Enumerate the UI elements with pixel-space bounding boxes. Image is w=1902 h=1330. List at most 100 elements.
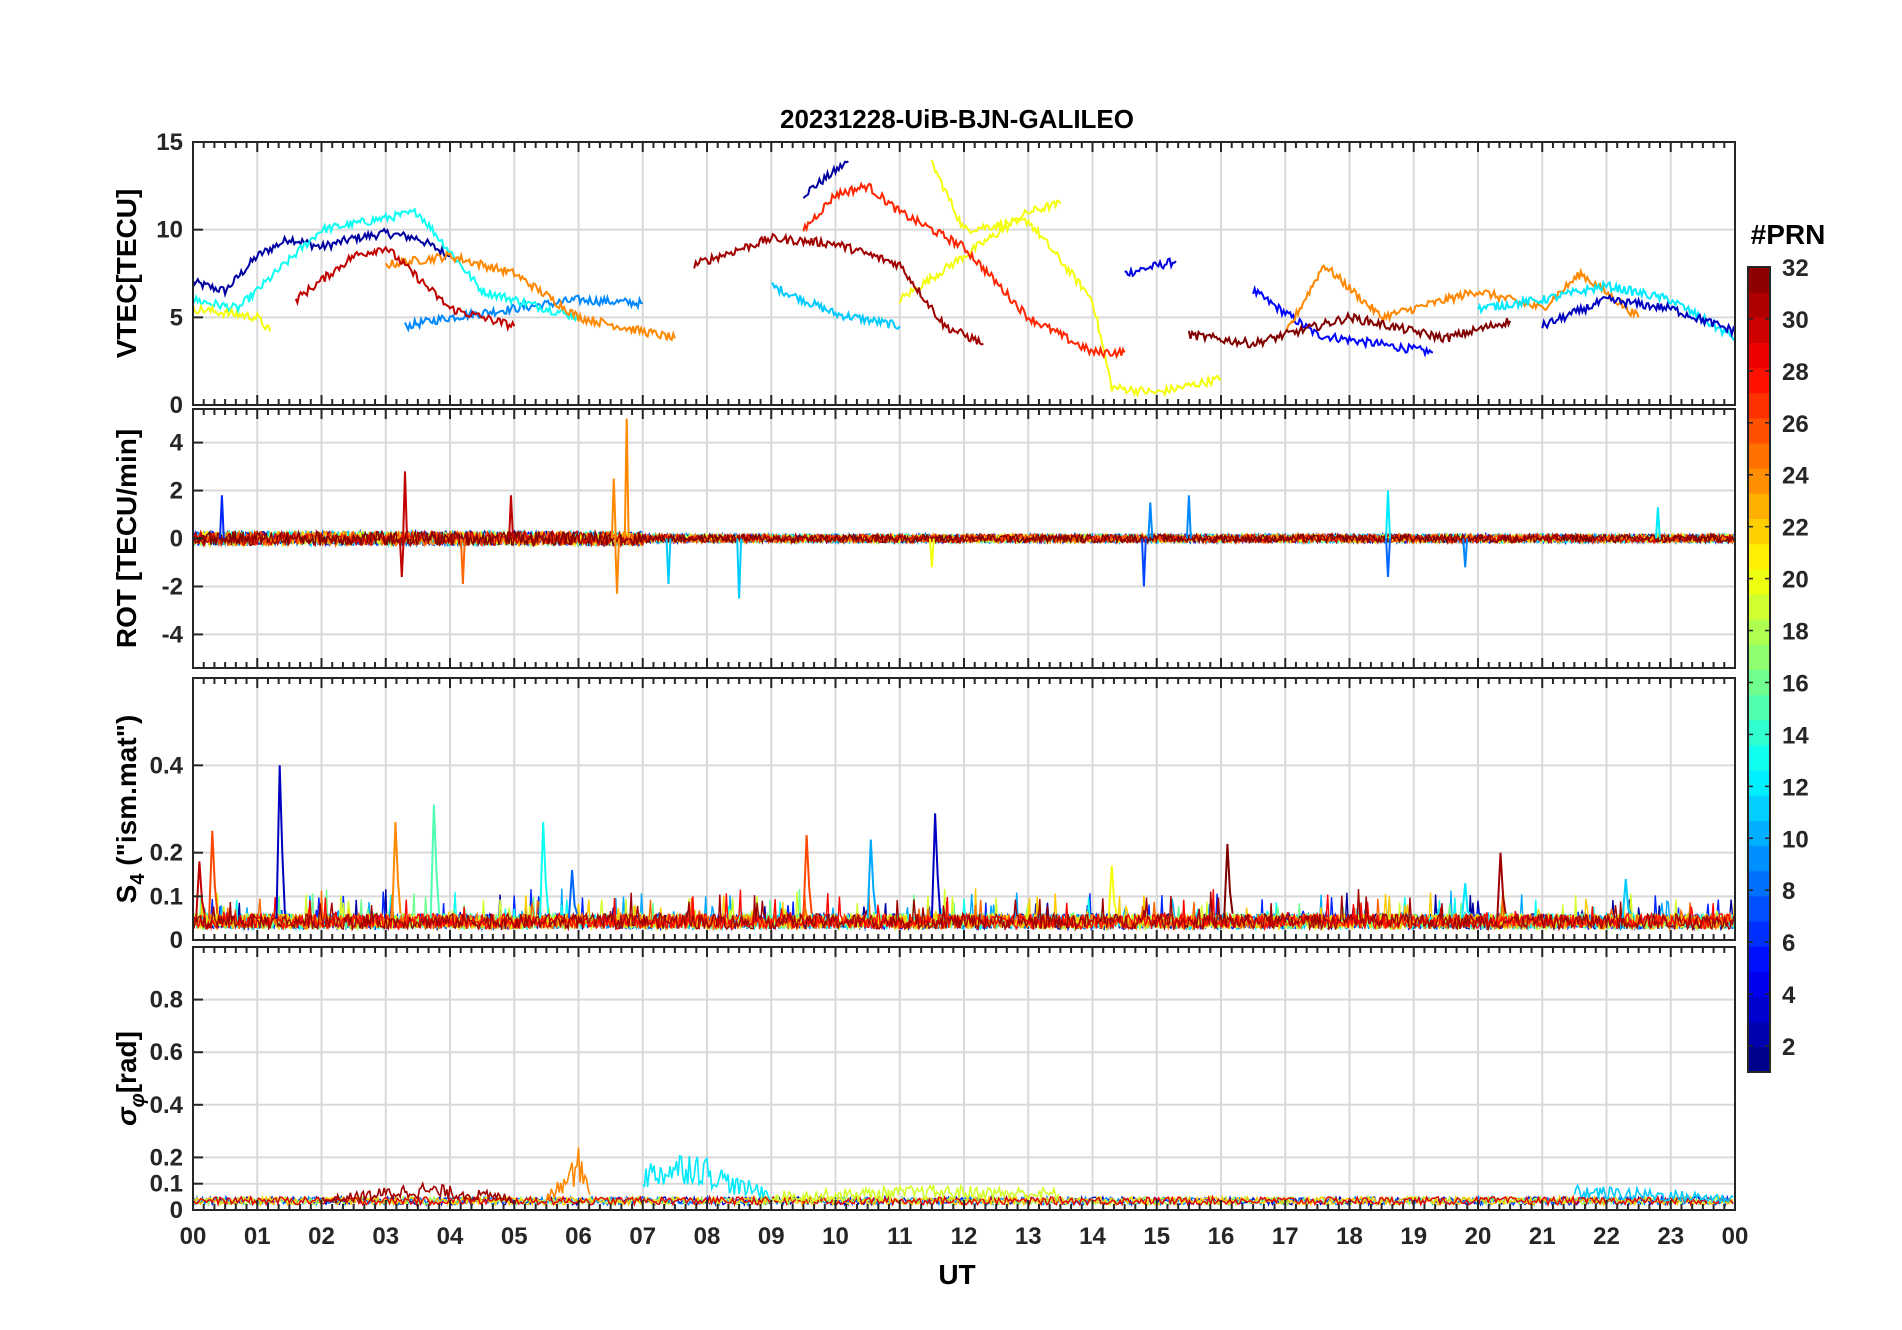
y-tick-label: 0 [170, 392, 183, 419]
rot-spike-prn-30 [402, 471, 408, 539]
colorbar-tick-label: 2 [1782, 1034, 1795, 1061]
x-tick-label: 11 [887, 1223, 912, 1250]
colorbar-swatch [1748, 342, 1770, 369]
y-tick-label: 0.2 [150, 1144, 183, 1171]
y-tick-label: 4 [170, 430, 184, 457]
colorbar-swatch [1748, 719, 1770, 746]
y-axis-label-rot: ROT [TECU/min] [111, 429, 142, 648]
x-axis-label: UT [938, 1259, 975, 1290]
rot-spike-prn-6 [219, 495, 225, 539]
plot-area [193, 418, 1735, 599]
vtec-series-prn-2 [802, 160, 849, 199]
panel-sigma_phi: 00.10.2 0.4 0.6 0.8σφ[rad] [111, 946, 1736, 1224]
y-tick-label: 0.4 [150, 1092, 184, 1119]
rot-spike-prn-25 [459, 538, 466, 585]
s4-spike-prn-30 [195, 861, 206, 919]
rot-spike-prn-24 [610, 478, 617, 539]
colorbar-swatch [1748, 267, 1770, 293]
x-tick-label: 20 [1465, 1223, 1492, 1250]
x-tick-label: 23 [1657, 1223, 1684, 1250]
rot-spike-prn-24 [623, 418, 630, 539]
rot-spike-prn-9 [1147, 502, 1154, 539]
colorbar-swatch [1748, 1021, 1770, 1048]
y-tick-label: 0.1 [150, 883, 183, 910]
x-tick-label: 14 [1079, 1223, 1106, 1250]
sigma-series-prn-9 [193, 1194, 1734, 1208]
colorbar-swatch [1748, 694, 1770, 721]
s4-spike-prn-13 [539, 822, 550, 919]
rot-spike-prn-30 [508, 495, 514, 539]
rot-spike-prn-12 [1385, 490, 1391, 539]
sigma-segment-prn-19 [770, 1183, 1060, 1205]
colorbar-swatch [1748, 946, 1770, 972]
rot-spike-prn-11 [736, 538, 743, 599]
colorbar-swatch [1748, 417, 1770, 444]
colorbar-tick-label: 22 [1782, 515, 1809, 542]
rot-series-prn-32 [193, 528, 1735, 548]
vtec-series-prn-3 [1541, 293, 1735, 339]
panel-s4: 0 0.1 0.2 0.4S4 ("ism.mat") [111, 677, 1736, 954]
vtec-series-prn-12 [1477, 279, 1735, 342]
colorbar-swatch [1748, 895, 1770, 922]
y-tick-label: 0 [170, 526, 183, 553]
y-tick-label: 0.8 [150, 987, 183, 1014]
colorbar-swatch [1748, 820, 1770, 847]
x-tick-label: 12 [951, 1223, 978, 1250]
sigma-segment-prn-11 [1573, 1183, 1734, 1204]
x-tick-label: 19 [1400, 1223, 1427, 1250]
vtec-series-prn-31 [693, 232, 984, 346]
colorbar-swatch [1748, 493, 1770, 520]
colorbar-swatch [1748, 921, 1770, 947]
s4-series-prn-31 [193, 889, 1735, 932]
s4-spike-prn-10 [866, 839, 877, 919]
colorbar-tick-label: 14 [1782, 722, 1809, 749]
y-tick-label: 0.4 [150, 752, 184, 779]
colorbar-tick-label: 4 [1782, 982, 1796, 1009]
rot-spike-prn-12 [1655, 507, 1661, 539]
rot-spike-prn-11 [665, 538, 672, 585]
colorbar-swatch [1748, 971, 1770, 998]
s4-spike-prn-26 [208, 830, 219, 919]
colorbar-swatch [1748, 644, 1770, 670]
x-tick-label: 15 [1143, 1223, 1170, 1250]
colorbar-swatch [1748, 845, 1770, 872]
colorbar-tick-label: 18 [1782, 619, 1809, 646]
x-tick-label: 04 [437, 1223, 464, 1250]
colorbar-swatch [1748, 795, 1770, 821]
colorbar-swatch [1748, 669, 1770, 696]
x-tick-label: 21 [1529, 1223, 1556, 1250]
figure-title: 20231228-UiB-BJN-GALILEO [780, 104, 1134, 134]
panel-vtec: 0 5 10 15 VTEC[TECU] [111, 129, 1736, 419]
colorbar-swatch [1748, 996, 1770, 1023]
rot-spike-prn-9 [1185, 495, 1192, 539]
vtec-series-prn-20 [898, 199, 1062, 304]
colorbar-swatch [1748, 518, 1770, 545]
vtec-series-prn-4 [1124, 257, 1177, 278]
colorbar-swatch [1748, 443, 1770, 469]
vtec-series-prn-27 [802, 181, 1126, 360]
vtec-series-prn-11 [770, 282, 901, 330]
colorbar-box [1747, 266, 1771, 1073]
colorbar-swatch [1748, 870, 1770, 897]
colorbar-tick-label: 24 [1782, 463, 1809, 490]
s4-spike-prn-11 [1621, 878, 1632, 919]
s4-spike-prn-15 [429, 804, 441, 919]
y-tick-label: 0.6 [150, 1039, 183, 1066]
colorbar-swatch [1748, 392, 1770, 419]
s4-spike-prn-3 [930, 813, 942, 919]
colorbar-swatch [1748, 619, 1770, 645]
y-axis-label-vtec: VTEC[TECU] [111, 189, 142, 359]
y-axis-label-sigma_phi: σφ[rad] [111, 1031, 149, 1126]
s4-spike-prn-31 [1496, 852, 1507, 919]
x-tick-label: 16 [1208, 1223, 1235, 1250]
y-axis-label-s4: S4 ("ism.mat") [111, 715, 149, 904]
y-tick-label: 0 [170, 1197, 183, 1224]
colorbar-tick-label: 20 [1782, 567, 1809, 594]
sigma-segment-prn-24 [545, 1147, 591, 1202]
vtec-series-prn-2 [193, 227, 451, 299]
y-tick-label: 0.2 [150, 840, 183, 867]
y-tick-label: 15 [156, 129, 183, 156]
rot-spike-prn-9 [1462, 538, 1469, 568]
x-tick-label: 06 [565, 1223, 592, 1250]
